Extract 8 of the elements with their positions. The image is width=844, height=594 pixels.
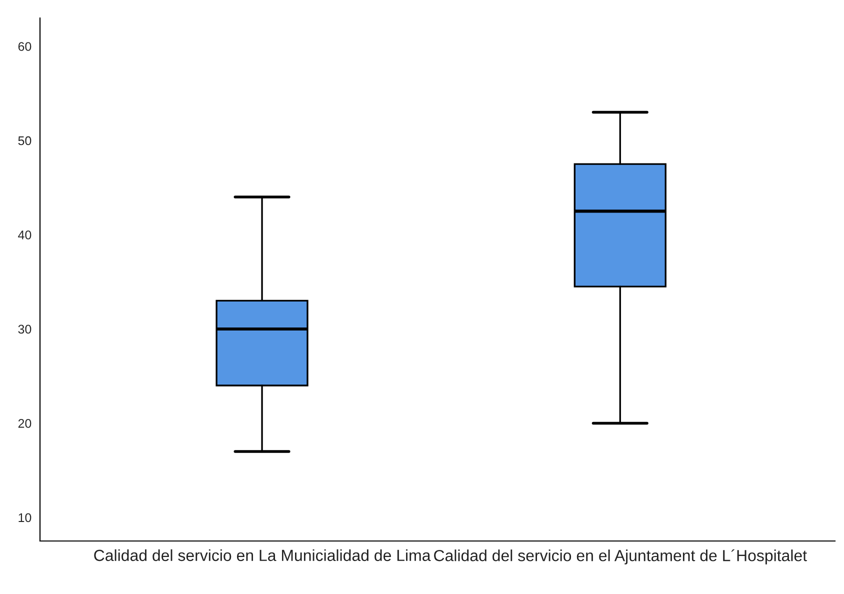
y-tick-label: 20 bbox=[18, 419, 32, 428]
y-tick-label: 10 bbox=[18, 513, 32, 522]
y-tick-label: 30 bbox=[18, 324, 32, 334]
x-tick-label: Calidad del servicio en el Ajuntament de L´Hospitalet bbox=[434, 549, 807, 564]
y-tick-label: 50 bbox=[18, 136, 32, 146]
x-tick-label: Calidad del servicio en La Municialidad de Lima bbox=[94, 549, 431, 562]
y-tick-label: 60 bbox=[18, 42, 32, 51]
y-tick-label: 40 bbox=[18, 230, 32, 240]
